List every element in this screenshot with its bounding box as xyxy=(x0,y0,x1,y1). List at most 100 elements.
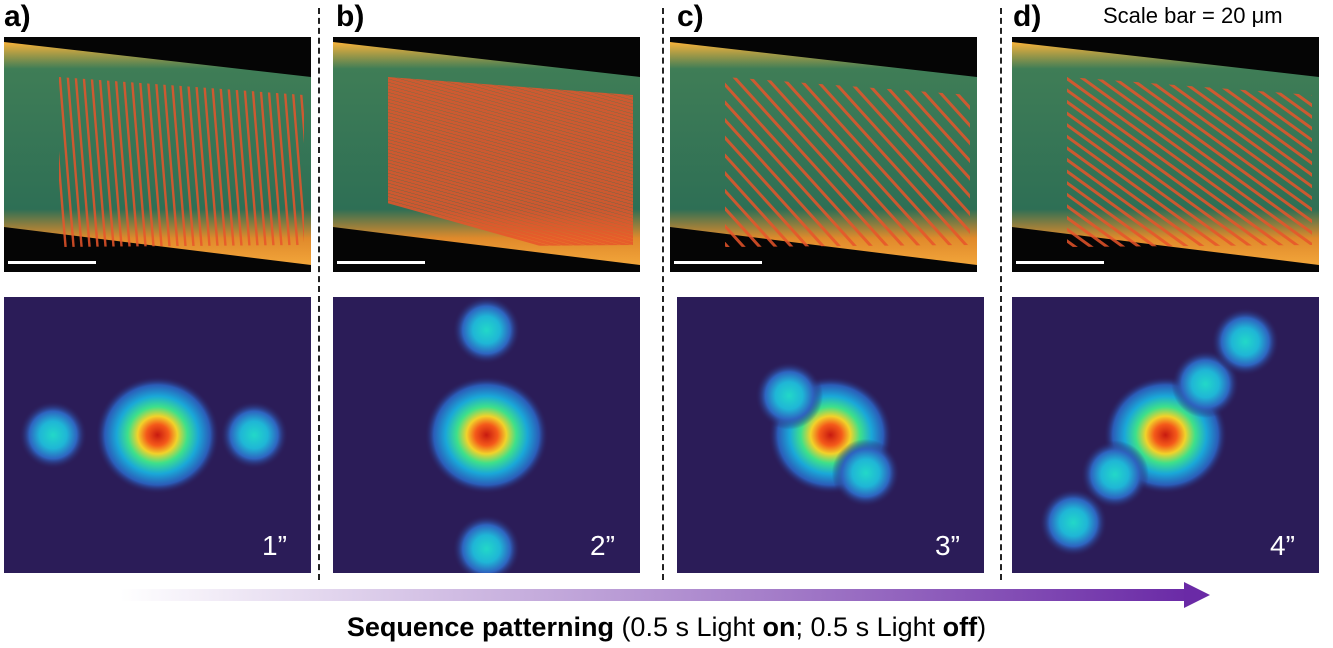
stripe-line xyxy=(835,77,970,247)
stripe-line xyxy=(1162,77,1312,247)
stripe-line xyxy=(739,77,914,247)
stripe-line xyxy=(1067,77,1283,247)
stripe-line xyxy=(1258,77,1312,247)
scale-bar xyxy=(674,261,762,264)
stripe-line xyxy=(297,77,304,247)
stripe-line xyxy=(201,77,220,247)
figure-caption: Sequence patterning (0.5 s Light on; 0.5… xyxy=(0,612,1333,643)
stripe-line xyxy=(725,77,802,247)
stripe-line xyxy=(145,77,164,247)
stripe-line xyxy=(725,77,786,247)
stripe-line xyxy=(177,77,196,247)
stripe-line xyxy=(725,77,834,247)
stripe-line xyxy=(423,77,633,247)
diffraction-spot-upper-left xyxy=(755,361,824,430)
stripe-line xyxy=(1067,77,1203,247)
panel-label-c: c) xyxy=(677,0,704,33)
diffraction-spot-far-lower-left xyxy=(1039,488,1108,557)
stripe-line xyxy=(65,77,84,247)
stripe-line xyxy=(185,77,204,247)
time-label-d: 4” xyxy=(1270,530,1295,561)
stripe-line xyxy=(725,77,770,247)
microscope-image-b xyxy=(333,37,640,272)
caption-pre: (0.5 s Light xyxy=(613,612,763,642)
stripe-line xyxy=(73,77,92,247)
stripe-line xyxy=(507,77,633,247)
stripe-line xyxy=(1067,77,1123,247)
panel-label-d: d) xyxy=(1013,0,1042,33)
stripe-line xyxy=(81,77,100,247)
diffraction-pattern-c xyxy=(677,297,984,573)
stripe-line xyxy=(1067,77,1312,247)
microscope-image-a xyxy=(4,37,311,272)
scale-bar xyxy=(8,261,96,264)
scale-bar xyxy=(1016,261,1104,264)
stripe-line xyxy=(899,77,970,247)
stripe-line xyxy=(388,77,633,247)
stripe-line xyxy=(725,77,866,247)
stripe-line xyxy=(281,77,300,247)
stripe-line xyxy=(388,77,633,247)
stripe-line xyxy=(931,77,970,247)
stripe-line xyxy=(388,77,633,247)
stripe-line xyxy=(105,77,124,247)
diffraction-spot-far-upper-right xyxy=(1211,307,1280,376)
divider-bc xyxy=(662,8,664,580)
diffraction-spot-bottom xyxy=(452,514,521,573)
stripe-line xyxy=(388,77,633,247)
stripe-line xyxy=(388,77,633,247)
stripe-line xyxy=(388,77,633,247)
stripe-line xyxy=(1226,77,1312,247)
time-label-a: 1” xyxy=(262,530,287,561)
stripe-line xyxy=(241,77,260,247)
stripe-line xyxy=(1210,77,1312,247)
diffraction-pattern-a xyxy=(4,297,311,573)
stripe-line xyxy=(129,77,148,247)
stripe-line xyxy=(1067,77,1267,247)
stripe-line xyxy=(388,77,610,247)
stripe-line xyxy=(289,77,304,247)
stripe-line xyxy=(388,77,633,247)
stripe-line xyxy=(388,77,633,247)
stripe-line xyxy=(89,77,108,247)
stripe-line xyxy=(725,77,850,247)
diffraction-spot-left xyxy=(19,401,88,469)
caption-bold: Sequence patterning xyxy=(346,612,614,642)
stripe-line xyxy=(725,77,898,247)
stripe-line xyxy=(388,77,633,247)
stripe-line xyxy=(388,77,633,247)
stripe-line xyxy=(1067,77,1312,247)
stripe-line xyxy=(1098,77,1312,247)
stripe-line xyxy=(388,77,633,247)
stripe-line xyxy=(249,77,268,247)
panel-label-b: b) xyxy=(336,0,365,33)
stripe-line xyxy=(1114,77,1312,247)
stripe-line xyxy=(388,77,633,247)
stripe-line xyxy=(59,77,68,247)
caption-on: on xyxy=(762,612,796,642)
microscope-image-c xyxy=(670,37,977,272)
stripe-pattern xyxy=(388,77,633,247)
stripe-line xyxy=(265,77,284,247)
stripe-line xyxy=(388,77,633,247)
divider-ab xyxy=(318,8,320,580)
stripe-line xyxy=(388,77,633,247)
stripe-line xyxy=(1067,77,1299,247)
stripe-line xyxy=(471,77,633,247)
stripe-line xyxy=(459,77,633,247)
caption-mid: ; 0.5 s Light xyxy=(795,612,943,642)
diffraction-spot-right xyxy=(220,401,289,469)
stripe-line xyxy=(725,77,818,247)
stripe-line xyxy=(388,77,633,247)
stripe-line xyxy=(388,77,633,247)
stripe-pattern xyxy=(1067,77,1312,247)
stripe-line xyxy=(483,77,633,247)
stripe-line xyxy=(388,77,633,247)
stripe-line xyxy=(257,77,276,247)
sequence-arrow xyxy=(120,580,1210,610)
diffraction-spot-center xyxy=(95,376,220,494)
stripe-line xyxy=(388,77,633,247)
microscope-image-d xyxy=(1012,37,1319,272)
diffraction-spot-upper-right xyxy=(1171,349,1240,418)
stripe-line xyxy=(193,77,212,247)
